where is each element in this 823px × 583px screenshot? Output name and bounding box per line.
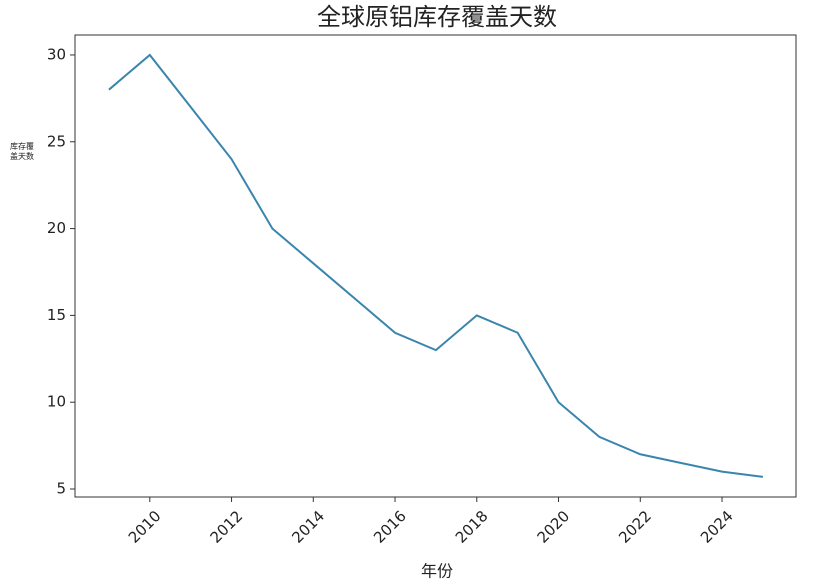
x-tick-label: 2020 <box>534 507 574 547</box>
y-tick-label: 10 <box>47 393 66 411</box>
x-tick-label: 2010 <box>125 507 165 547</box>
x-tick-label: 2018 <box>452 507 492 547</box>
x-axis-label: 年份 <box>421 562 453 581</box>
x-tick-label: 2022 <box>615 507 655 547</box>
y-tick-label: 30 <box>47 45 66 63</box>
x-tick-label: 2014 <box>288 507 328 547</box>
chart-title: 全球原铝库存覆盖天数 <box>317 3 557 31</box>
x-tick-label: 2016 <box>370 507 410 547</box>
y-tick-label: 15 <box>47 306 66 324</box>
x-tick-label: 2024 <box>697 507 737 547</box>
x-tick-label: 2012 <box>207 507 247 547</box>
y-tick-label: 20 <box>47 219 66 237</box>
y-axis-label: 库存覆盖天数 <box>10 142 34 161</box>
line <box>108 53 764 478</box>
plot-frame <box>74 34 797 498</box>
y-tick-label: 25 <box>47 132 66 150</box>
y-tick-label: 5 <box>56 480 66 498</box>
